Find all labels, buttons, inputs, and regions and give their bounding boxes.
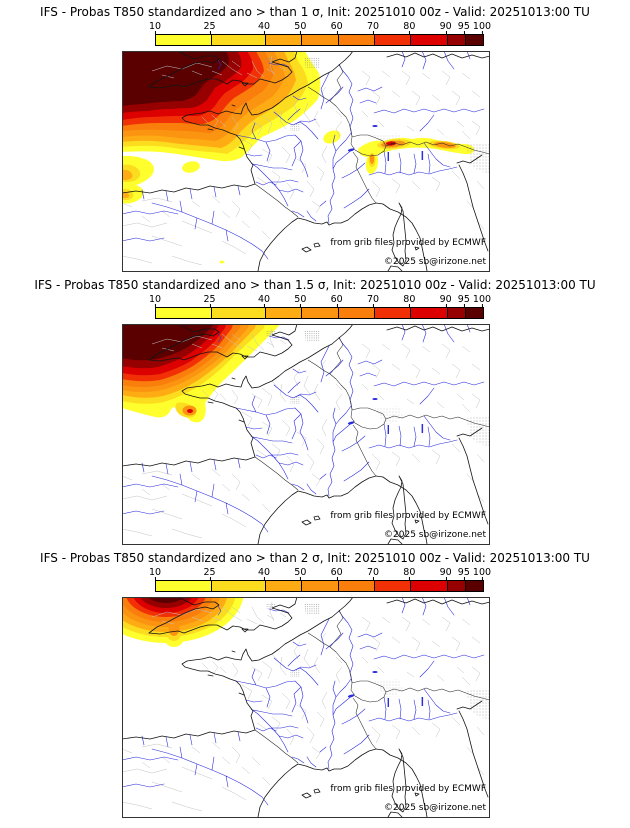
- copyright-text: ©2025 sb@irizone.net: [384, 803, 486, 813]
- colorbar-tick-95: 95: [457, 567, 470, 580]
- colorbar-segment-60-70: [337, 35, 374, 45]
- colorbar-tick-50: 50: [294, 294, 307, 307]
- colorbar-tick-100: 100: [472, 567, 492, 580]
- colorbar-segment-50-60: [301, 35, 338, 45]
- colorbar-tick-100: 100: [472, 294, 492, 307]
- colorbar-tick-60: 60: [330, 294, 343, 307]
- map-1point5-sigma: from grib files provided by ECMWF ©2025 …: [122, 324, 490, 545]
- colorbar-segment-95-100: [464, 581, 483, 591]
- probability-overlay: [122, 597, 244, 647]
- map-canvas: from grib files provided by ECMWF ©2025 …: [122, 324, 490, 545]
- colorbar-segment-40-50: [265, 35, 302, 45]
- colorbar-segment-90-95: [446, 308, 465, 318]
- panel-1point5-sigma: IFS - Probas T850 standardized ano > tha…: [0, 278, 630, 545]
- colorbar-tick-60: 60: [330, 21, 343, 34]
- colorbar-tick-row: 10 25 40 50 60 70 80 90 95 100: [149, 21, 491, 34]
- colorbar: 10 25 40 50 60 70 80 90 95 100: [149, 21, 491, 46]
- colorbar-segment-80-90: [410, 308, 447, 318]
- colorbar-tick-80: 80: [403, 567, 416, 580]
- probability-overlay: [122, 51, 474, 264]
- colorbar-segment-50-60: [301, 308, 338, 318]
- colorbar-segment-25-40: [210, 581, 265, 591]
- copyright-text: ©2025 sb@irizone.net: [384, 257, 486, 267]
- colorbar-segment-70-80: [373, 581, 411, 591]
- attribution-text: from grib files provided by ECMWF: [330, 511, 486, 521]
- colorbar-tick-95: 95: [457, 294, 470, 307]
- panel-1-sigma: IFS - Probas T850 standardized ano > tha…: [0, 5, 630, 272]
- colorbar-bar: [155, 307, 484, 319]
- colorbar-tick-90: 90: [439, 21, 452, 34]
- colorbar-segment-90-95: [446, 581, 465, 591]
- colorbar-segment-90-95: [446, 35, 465, 45]
- colorbar-tick-50: 50: [294, 21, 307, 34]
- panel-title: IFS - Probas T850 standardized ano > tha…: [40, 5, 590, 19]
- colorbar-segment-95-100: [464, 308, 483, 318]
- map-canvas: from grib files provided by ECMWF ©2025 …: [122, 51, 490, 272]
- panel-title: IFS - Probas T850 standardized ano > tha…: [34, 278, 596, 292]
- colorbar-tick-40: 40: [257, 567, 271, 580]
- colorbar-tick-40: 40: [257, 21, 271, 34]
- panel-2-sigma: IFS - Probas T850 standardized ano > tha…: [0, 551, 630, 818]
- attribution-text: from grib files provided by ECMWF: [330, 238, 486, 248]
- colorbar-tick-25: 25: [203, 567, 216, 580]
- map-2-sigma: from grib files provided by ECMWF ©2025 …: [122, 597, 490, 818]
- colorbar-segment-80-90: [410, 35, 447, 45]
- probability-overlay: [122, 324, 280, 423]
- colorbar-segment-40-50: [265, 308, 302, 318]
- colorbar-tick-50: 50: [294, 567, 307, 580]
- colorbar-tick-70: 70: [366, 567, 380, 580]
- map-canvas: from grib files provided by ECMWF ©2025 …: [122, 597, 490, 818]
- colorbar-tick-10: 10: [148, 294, 162, 307]
- map-1-sigma: from grib files provided by ECMWF ©2025 …: [122, 51, 490, 272]
- colorbar-bar: [155, 34, 484, 46]
- colorbar-tick-90: 90: [439, 294, 452, 307]
- colorbar-tick-70: 70: [366, 294, 380, 307]
- colorbar-segment-70-80: [373, 35, 411, 45]
- colorbar-tick-10: 10: [148, 567, 162, 580]
- colorbar-segment-25-40: [210, 35, 265, 45]
- colorbar: 10 25 40 50 60 70 80 90 95 100: [149, 567, 491, 592]
- colorbar-segment-25-40: [210, 308, 265, 318]
- colorbar-segment-60-70: [337, 581, 374, 591]
- panel-title: IFS - Probas T850 standardized ano > tha…: [40, 551, 590, 565]
- colorbar-tick-25: 25: [203, 294, 216, 307]
- colorbar-segment-50-60: [301, 581, 338, 591]
- colorbar-segment-95-100: [464, 35, 483, 45]
- colorbar-tick-25: 25: [203, 21, 216, 34]
- colorbar-tick-80: 80: [403, 294, 416, 307]
- colorbar-segment-40-50: [265, 581, 302, 591]
- colorbar-tick-100: 100: [472, 21, 492, 34]
- copyright-text: ©2025 sb@irizone.net: [384, 530, 486, 540]
- colorbar-segment-10-25: [156, 35, 211, 45]
- colorbar-tick-row: 10 25 40 50 60 70 80 90 95 100: [149, 294, 491, 307]
- colorbar-tick-60: 60: [330, 567, 343, 580]
- colorbar-segment-10-25: [156, 308, 211, 318]
- colorbar-tick-90: 90: [439, 567, 452, 580]
- colorbar-tick-10: 10: [148, 21, 162, 34]
- colorbar: 10 25 40 50 60 70 80 90 95 100: [149, 294, 491, 319]
- colorbar-tick-row: 10 25 40 50 60 70 80 90 95 100: [149, 567, 491, 580]
- attribution-text: from grib files provided by ECMWF: [330, 784, 486, 794]
- colorbar-segment-80-90: [410, 581, 447, 591]
- colorbar-tick-95: 95: [457, 21, 470, 34]
- colorbar-segment-70-80: [373, 308, 411, 318]
- colorbar-tick-40: 40: [257, 294, 271, 307]
- colorbar-tick-80: 80: [403, 21, 416, 34]
- colorbar-segment-10-25: [156, 581, 211, 591]
- colorbar-segment-60-70: [337, 308, 374, 318]
- colorbar-tick-70: 70: [366, 21, 380, 34]
- colorbar-bar: [155, 580, 484, 592]
